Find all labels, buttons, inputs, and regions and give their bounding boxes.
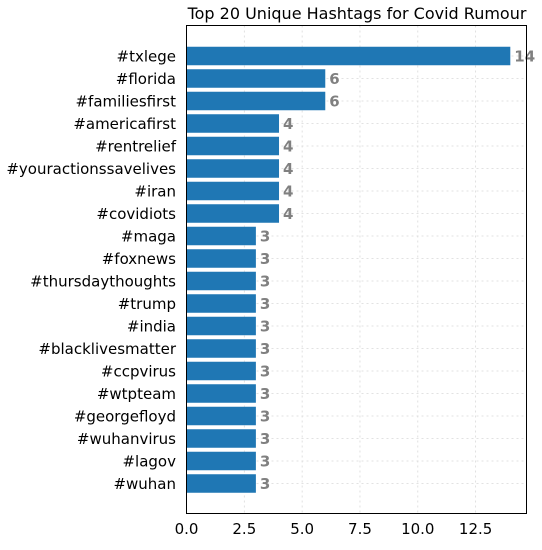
bar <box>186 46 511 66</box>
category-label: #florida <box>116 70 176 88</box>
x-tick-label: 12.5 <box>459 520 492 538</box>
bar <box>186 69 326 88</box>
category-label: #thursdaythoughts <box>30 273 176 291</box>
bar <box>186 271 256 291</box>
category-label: #india <box>127 318 176 336</box>
bar <box>186 316 256 336</box>
data-label: 4 <box>283 205 293 223</box>
bar <box>186 136 280 156</box>
category-label: #youractionssavelives <box>6 160 176 178</box>
category-label: #covidiots <box>96 205 176 223</box>
category-label: #familiesfirst <box>75 93 176 111</box>
data-label: 4 <box>283 138 293 156</box>
category-label: #americafirst <box>73 115 176 133</box>
bar <box>186 181 280 201</box>
data-label: 3 <box>260 228 270 246</box>
data-label: 6 <box>329 93 339 111</box>
data-label: 3 <box>260 453 270 471</box>
plot-frame <box>186 25 527 514</box>
bar <box>186 204 280 223</box>
bars <box>186 46 511 493</box>
data-label: 3 <box>260 318 270 336</box>
category-label: #foxnews <box>102 250 176 268</box>
data-label: 3 <box>260 295 270 313</box>
category-label: #wtpteam <box>97 385 176 403</box>
category-label: #blacklivesmatter <box>38 340 176 358</box>
data-label: 3 <box>260 273 270 291</box>
category-label: #trump <box>118 295 176 313</box>
category-label: #wuhan <box>113 475 176 493</box>
x-tick-label: 0.0 <box>175 520 199 538</box>
x-tick-label: 7.5 <box>348 520 372 538</box>
data-label: 3 <box>260 385 270 403</box>
x-axis-ticks: 0.0 2.5 5.0 7.5 10.0 12.5 <box>175 520 493 538</box>
bar <box>186 384 256 403</box>
bar <box>186 226 256 246</box>
data-label: 3 <box>260 408 270 426</box>
bar <box>186 429 256 448</box>
data-label: 4 <box>283 183 293 201</box>
category-label: #georgefloyd <box>74 408 176 426</box>
category-label: #wuhanvirus <box>77 430 176 448</box>
x-tick-label: 5.0 <box>290 520 314 538</box>
bar <box>186 249 256 268</box>
category-label: #rentrelief <box>95 138 177 156</box>
bar <box>186 294 256 313</box>
data-label: 3 <box>260 340 270 358</box>
category-label: #ccpvirus <box>101 363 176 381</box>
data-label: 3 <box>260 250 270 268</box>
category-label: #lagov <box>122 453 176 471</box>
category-labels: #txlege #florida #familiesfirst #americafir… <box>6 48 176 494</box>
data-label: 3 <box>260 475 270 493</box>
bar <box>186 114 280 133</box>
data-label: 4 <box>283 115 293 133</box>
bar <box>186 339 256 358</box>
category-label: #txlege <box>117 48 176 66</box>
category-label: #maga <box>121 228 176 246</box>
bar <box>186 474 256 493</box>
category-label: #iran <box>134 183 176 201</box>
bar <box>186 159 280 178</box>
data-label: 3 <box>260 430 270 448</box>
data-label: 4 <box>283 160 293 178</box>
x-tick-label: 2.5 <box>232 520 256 538</box>
bar <box>186 361 256 381</box>
bar <box>186 91 326 111</box>
bar <box>186 406 256 426</box>
data-label: 3 <box>260 363 270 381</box>
data-label: 6 <box>329 70 339 88</box>
data-label: 14 <box>514 48 535 66</box>
bar <box>186 451 256 471</box>
x-tick-label: 10.0 <box>401 520 434 538</box>
chart-title: Top 20 Unique Hashtags for Covid Rumour <box>187 4 527 23</box>
